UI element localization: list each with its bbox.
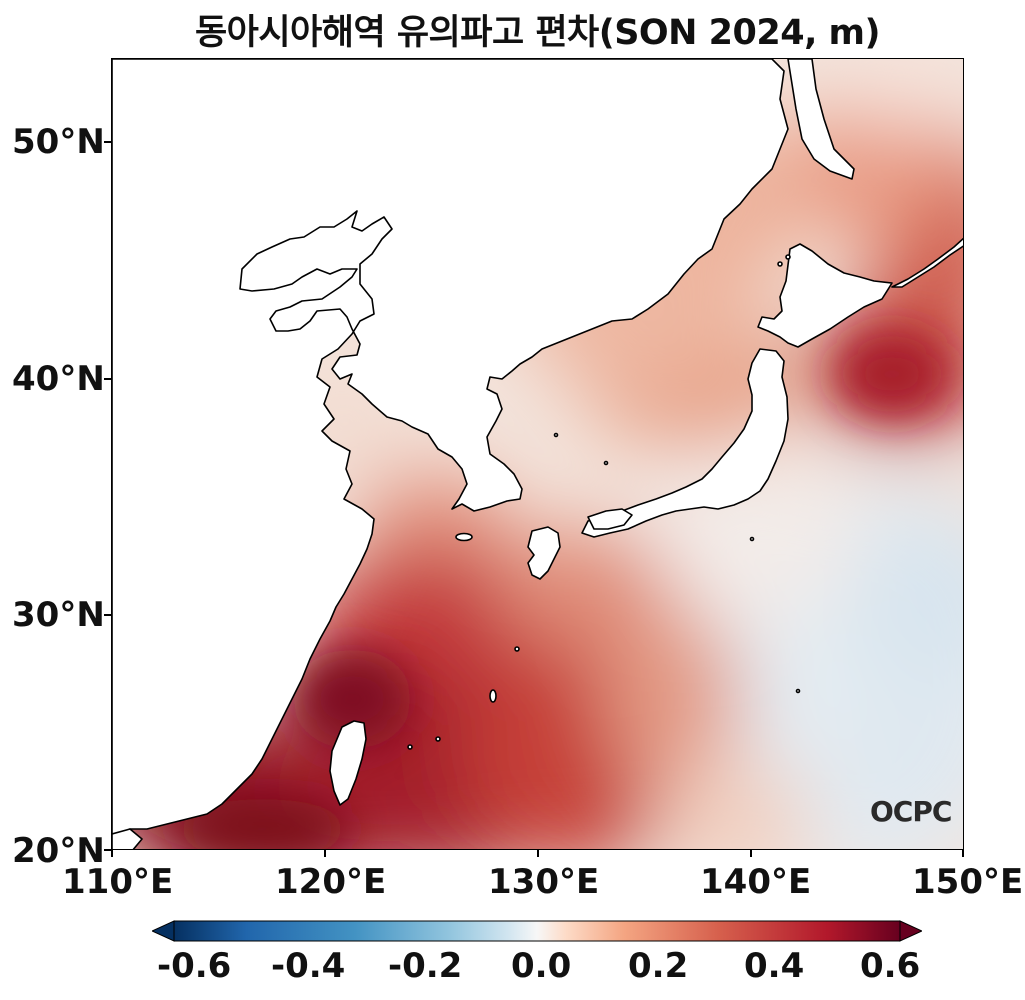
- kyushu: [527, 526, 561, 580]
- colorbar-extend-high: [899, 920, 922, 942]
- lat-tick: [104, 614, 111, 616]
- colorbar-gradient: [173, 920, 901, 942]
- lon-tick: [111, 850, 113, 857]
- taiwan: [329, 720, 367, 806]
- colorbar-tick-label: 0.4: [744, 946, 805, 986]
- lon-tick: [750, 850, 752, 857]
- lat-label-30: 30°N: [12, 595, 105, 635]
- land: [112, 59, 963, 849]
- colorbar-tick-label: 0.2: [628, 946, 689, 986]
- colorbar-extend-low: [152, 920, 175, 942]
- island: [777, 261, 783, 267]
- lon-tick: [962, 850, 964, 857]
- lon-label-120: 120°E: [275, 862, 387, 902]
- jeju-island: [455, 532, 473, 542]
- lat-label-20: 20°N: [12, 831, 105, 871]
- lon-label-130: 130°E: [488, 862, 600, 902]
- lon-tick: [324, 850, 326, 857]
- colorbar-tick-label: 0.6: [860, 946, 921, 986]
- island: [407, 744, 413, 750]
- island: [795, 688, 801, 694]
- lat-label-40: 40°N: [12, 359, 105, 399]
- colorbar-tick-label: -0.2: [388, 946, 463, 986]
- shikoku: [587, 508, 633, 530]
- mainland-asia: [112, 59, 789, 842]
- lat-tick: [104, 849, 111, 851]
- island: [553, 432, 559, 438]
- ocpc-logo: OCPC: [870, 795, 952, 828]
- map-frame: [111, 58, 964, 850]
- colorbar-tick-label: -0.6: [157, 946, 232, 986]
- hokkaido: [757, 243, 893, 348]
- hainan-edge: [112, 828, 143, 849]
- okinawa-island: [489, 689, 497, 703]
- sakhalin: [787, 59, 855, 180]
- map-title: 동아시아해역 유의파고 편차(SON 2024, m): [194, 13, 881, 53]
- lon-tick: [537, 850, 539, 857]
- wave-height-anomaly-map: [112, 59, 963, 849]
- island: [749, 536, 755, 542]
- lon-label-140: 140°E: [700, 862, 812, 902]
- island: [435, 736, 441, 742]
- lon-label-110: 110°E: [62, 862, 174, 902]
- lon-label-150: 150°E: [912, 862, 1024, 902]
- island: [514, 646, 520, 652]
- colorbar-tick-label: 0.0: [511, 946, 572, 986]
- lat-tick: [104, 378, 111, 380]
- lat-tick: [104, 141, 111, 143]
- kuril-islands: [891, 237, 963, 288]
- colorbar: [152, 920, 922, 942]
- island: [603, 460, 609, 466]
- island: [785, 254, 791, 260]
- lat-label-50: 50°N: [12, 122, 105, 162]
- colorbar-tick-label: -0.4: [271, 946, 346, 986]
- honshu: [581, 348, 789, 538]
